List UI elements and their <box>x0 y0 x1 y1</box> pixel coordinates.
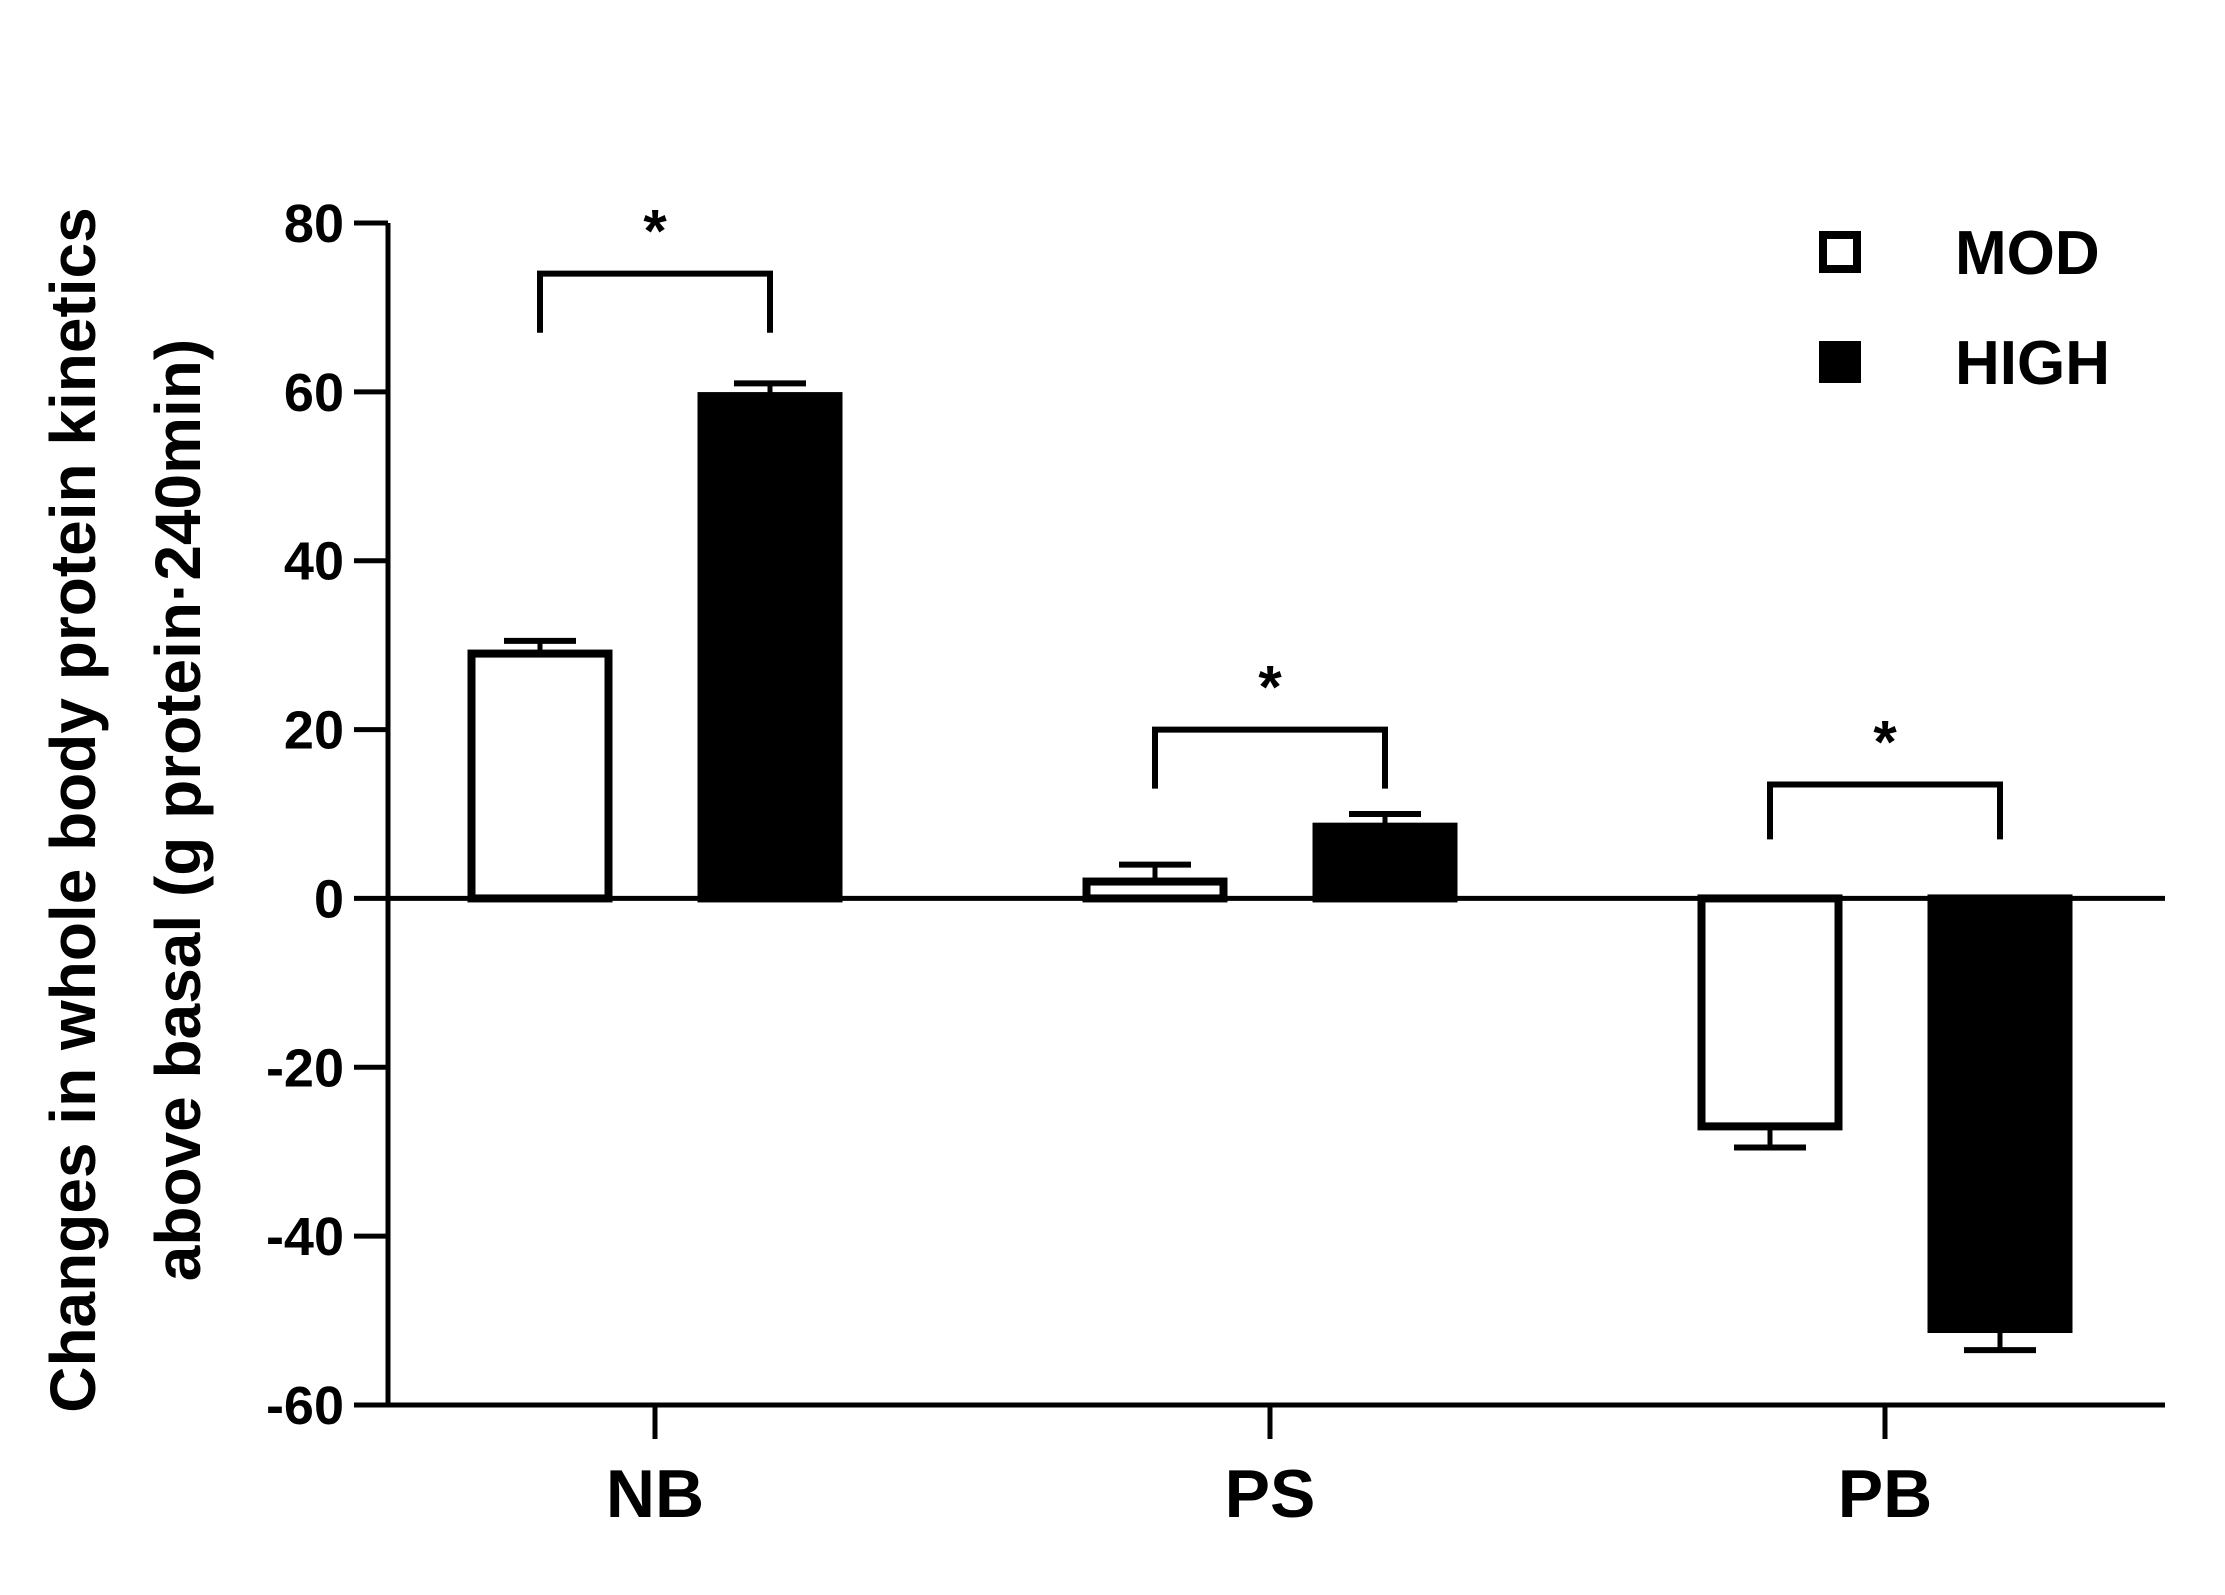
legend-swatch-high <box>1819 341 1861 383</box>
legend-label-high: HIGH <box>1955 329 2110 398</box>
legend-swatch-mod <box>1819 231 1861 273</box>
y-axis-title-line-2: above basal (g protein·240min) <box>142 339 214 1281</box>
significance-bracket <box>537 270 773 333</box>
bar-high-pb <box>1927 894 2073 1334</box>
y-tick-label: 0 <box>314 869 344 929</box>
legend: MOD HIGH <box>1819 219 2110 398</box>
y-tick-label: 60 <box>284 363 344 423</box>
y-tick-label: -60 <box>266 1376 344 1436</box>
bar-high-nb <box>697 392 843 903</box>
x-tick-label: PS <box>1225 1456 1316 1532</box>
significance-marker: * <box>1873 708 1897 775</box>
y-axis-title-line-1: Changes in whole body protein kinetics <box>37 207 109 1413</box>
x-tick-label: PB <box>1838 1456 1932 1532</box>
y-tick-label: 80 <box>284 194 344 254</box>
bar-mod-pb <box>1697 894 1843 1131</box>
significance-marker: * <box>643 198 667 265</box>
significance-bracket <box>1152 726 1388 789</box>
bar-mod-ps <box>1082 877 1228 903</box>
y-axis-title: Changes in whole body protein kinetics a… <box>37 207 214 1413</box>
plot-area: 80 60 40 20 0 -20 -40 -60 NB PS PB * * * <box>266 194 2165 1532</box>
x-tick-label: NB <box>606 1456 704 1532</box>
y-tick-label: -20 <box>266 1038 344 1098</box>
y-tick-label: 40 <box>284 532 344 592</box>
significance-marker: * <box>1258 654 1282 721</box>
legend-label-mod: MOD <box>1955 219 2100 288</box>
y-tick-label: -40 <box>266 1207 344 1267</box>
y-tick-label: 20 <box>284 701 344 761</box>
bar-mod-nb <box>467 649 613 903</box>
bar-high-ps <box>1312 822 1458 903</box>
significance-bracket <box>1767 781 2003 840</box>
